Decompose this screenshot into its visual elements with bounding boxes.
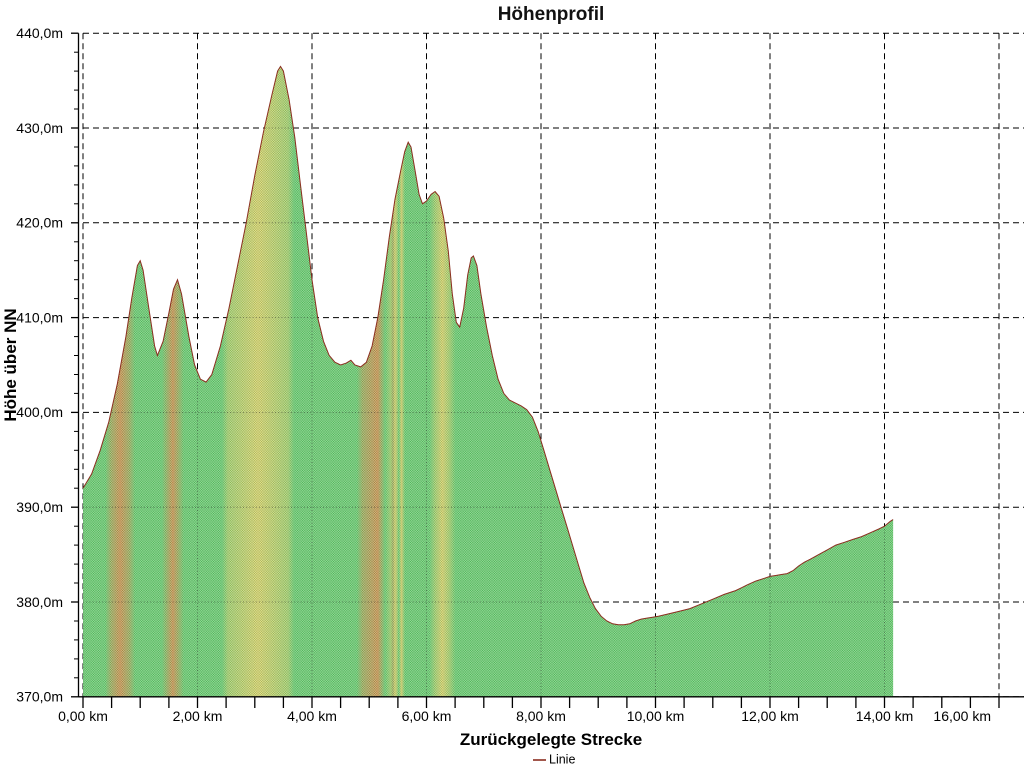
svg-text:Zurückgelegte Strecke: Zurückgelegte Strecke xyxy=(460,730,642,749)
svg-text:410,0m: 410,0m xyxy=(16,309,63,325)
svg-text:420,0m: 420,0m xyxy=(16,215,63,231)
svg-text:Höhenprofil: Höhenprofil xyxy=(498,4,605,25)
svg-text:400,0m: 400,0m xyxy=(16,404,63,420)
svg-text:Linie: Linie xyxy=(549,753,575,767)
svg-text:380,0m: 380,0m xyxy=(16,594,63,610)
svg-text:8,00 km: 8,00 km xyxy=(516,708,566,724)
svg-text:14,00 km: 14,00 km xyxy=(856,708,914,724)
svg-text:0,00 km: 0,00 km xyxy=(58,708,108,724)
svg-text:6,00 km: 6,00 km xyxy=(402,708,452,724)
svg-text:4,00 km: 4,00 km xyxy=(287,708,337,724)
svg-text:440,0m: 440,0m xyxy=(16,25,63,41)
svg-text:Höhe über NN: Höhe über NN xyxy=(1,308,20,421)
svg-text:12,00 km: 12,00 km xyxy=(741,708,799,724)
svg-text:370,0m: 370,0m xyxy=(16,689,63,705)
svg-text:390,0m: 390,0m xyxy=(16,499,63,515)
svg-text:16,00 km: 16,00 km xyxy=(933,708,991,724)
svg-text:10,00 km: 10,00 km xyxy=(627,708,685,724)
svg-text:2,00 km: 2,00 km xyxy=(173,708,223,724)
svg-text:430,0m: 430,0m xyxy=(16,120,63,136)
